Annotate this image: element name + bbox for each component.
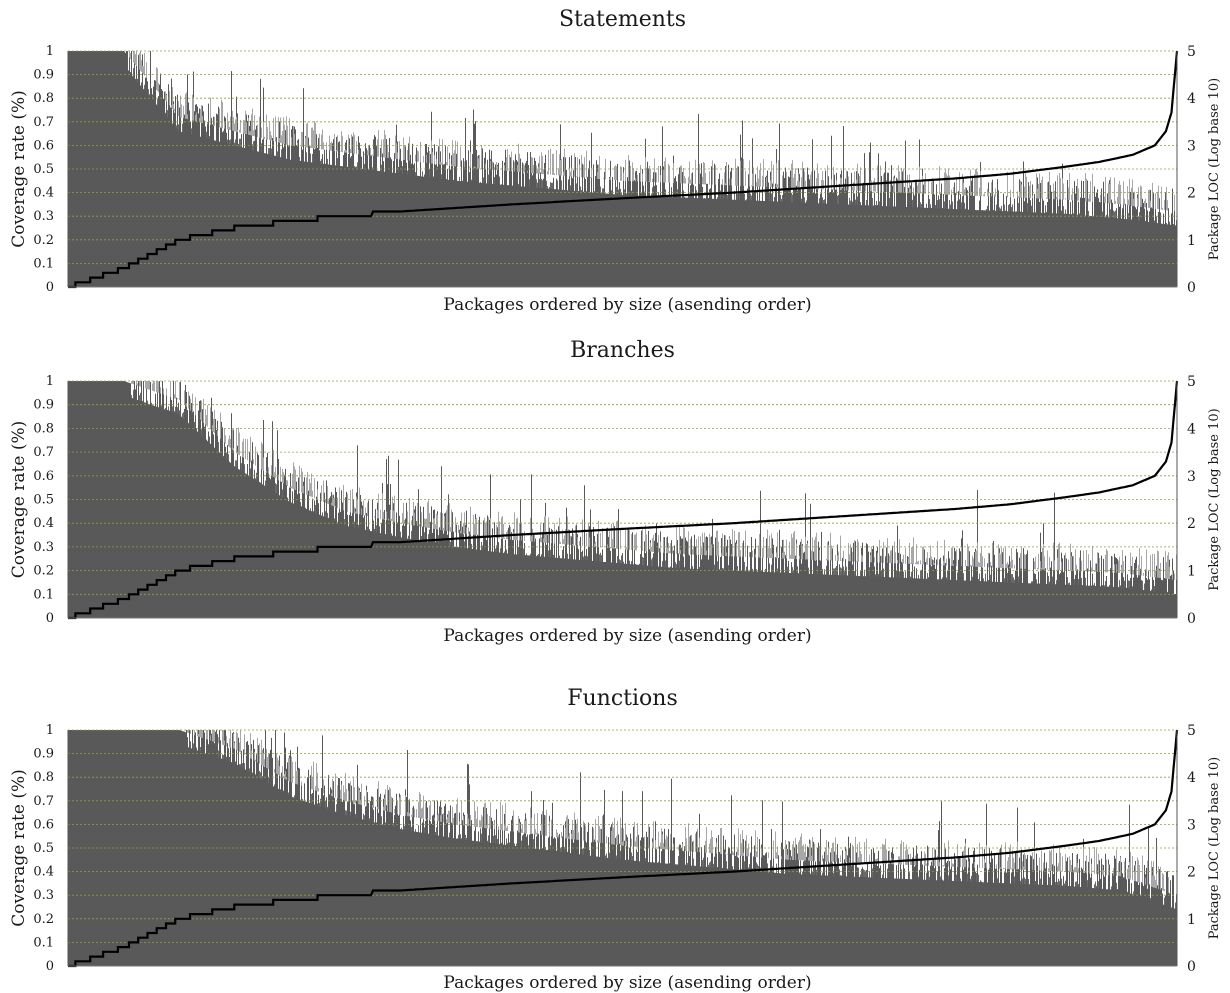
chart-panel-functions: Functions 0 0.1 0.2 0.3 0.4 0.5 0.6 0.7 0.8 0.9 1 0 1… xyxy=(9,686,1222,993)
y-tick-label: 0.5 xyxy=(33,162,54,177)
y2-tick-label: 1 xyxy=(1187,564,1196,580)
y-tick-label: 1 xyxy=(46,723,54,738)
y-tick-label: 0.9 xyxy=(33,398,54,413)
y2-tick-label: 0 xyxy=(1187,959,1196,975)
loc-line xyxy=(68,729,1179,968)
y-tick-label: 0.1 xyxy=(33,256,54,271)
y2-tick-label: 4 xyxy=(1187,421,1196,437)
gridlines xyxy=(68,50,1177,264)
y-tick-label: 0.1 xyxy=(33,587,54,602)
y-tick-label: 0 xyxy=(46,611,54,626)
y-tick-label: 0.3 xyxy=(33,888,54,903)
bar-series xyxy=(68,381,1177,618)
y2-tick-label: 2 xyxy=(1187,865,1196,881)
chart-panel-statements: Statements 0 0.1 0.2 0.3 0.4 0.5 0.6 0.7 0.8 0.9 1 0… xyxy=(9,7,1222,315)
y-tick-label: 1 xyxy=(46,374,54,389)
y2-tick-label: 2 xyxy=(1187,186,1196,202)
y2-tick-label: 0 xyxy=(1187,280,1196,296)
y-tick-label: 0.5 xyxy=(33,493,54,508)
y-tick-label: 0.9 xyxy=(33,747,54,762)
y-tick-label: 0.7 xyxy=(33,115,54,130)
bar-series xyxy=(68,730,1177,966)
bar-body xyxy=(68,744,1177,966)
y-tick-label: 0.2 xyxy=(33,912,54,927)
y2-tick-label: 4 xyxy=(1187,91,1196,107)
loc-line xyxy=(68,50,1179,289)
y-tick-label: 0.7 xyxy=(33,445,54,460)
y2-tick-label: 1 xyxy=(1187,912,1196,928)
bar-body xyxy=(68,65,1177,287)
gridlines xyxy=(68,729,1177,943)
y2-tick-label: 2 xyxy=(1187,516,1196,532)
y2-tick-label: 3 xyxy=(1187,469,1196,485)
y-tick-label: 0.7 xyxy=(33,794,54,809)
y-tick-label: 0 xyxy=(46,959,54,974)
x-axis-label: Packages ordered by size (asending order… xyxy=(443,973,811,993)
y2-tick-label: 5 xyxy=(1187,723,1196,739)
y-tick-label: 1 xyxy=(46,44,54,59)
y-tick-label: 0.4 xyxy=(33,516,54,531)
y-tick-label: 0 xyxy=(46,280,54,295)
y2-tick-label: 1 xyxy=(1187,233,1196,249)
x-axis-label: Packages ordered by size (asending order… xyxy=(443,295,811,315)
y-axis-label: Coverage rate (%) xyxy=(9,769,29,927)
x-axis-label: Packages ordered by size (asending order… xyxy=(443,626,811,646)
y-tick-label: 0.8 xyxy=(33,91,54,106)
y-tick-label: 0.3 xyxy=(33,540,54,555)
y-tick-label: 0.2 xyxy=(33,564,54,579)
y-tick-label: 0.8 xyxy=(33,421,54,436)
chart-title: Statements xyxy=(559,7,686,32)
y-tick-label: 0.2 xyxy=(33,233,54,248)
bar-series xyxy=(68,51,1177,287)
bar-body xyxy=(68,395,1177,618)
y2-tick-label: 3 xyxy=(1187,817,1196,833)
y-tick-label: 0.4 xyxy=(33,865,54,880)
y2-tick-label: 4 xyxy=(1187,770,1196,786)
y-axis-label: Coverage rate (%) xyxy=(9,90,29,248)
chart-title: Branches xyxy=(570,338,675,363)
y2-tick-label: 0 xyxy=(1187,611,1196,627)
y-tick-label: 0.9 xyxy=(33,68,54,83)
y2-tick-label: 5 xyxy=(1187,374,1196,390)
y2-axis-label: Package LOC (Log base 10) xyxy=(1207,78,1222,261)
loc-line xyxy=(68,380,1179,620)
y2-tick-label: 5 xyxy=(1187,44,1196,60)
y2-axis-label: Package LOC (Log base 10) xyxy=(1207,408,1222,591)
chart-panel-branches: Branches 0 0.1 0.2 0.3 0.4 0.5 0.6 0.7 0.8 0.9 1 0 1 2… xyxy=(9,338,1222,646)
y2-tick-label: 3 xyxy=(1187,138,1196,154)
y-tick-label: 0.4 xyxy=(33,186,54,201)
y-tick-label: 0.6 xyxy=(33,817,54,832)
y-axis-label: Coverage rate (%) xyxy=(9,421,29,579)
chart-title: Functions xyxy=(567,686,678,711)
y-tick-label: 0.3 xyxy=(33,209,54,224)
y-tick-label: 0.6 xyxy=(33,469,54,484)
y-tick-label: 0.5 xyxy=(33,841,54,856)
y-tick-label: 0.6 xyxy=(33,138,54,153)
gridlines xyxy=(68,380,1177,595)
y-tick-label: 0.1 xyxy=(33,935,54,950)
y-tick-label: 0.8 xyxy=(33,770,54,785)
y2-axis-label: Package LOC (Log base 10) xyxy=(1207,757,1222,940)
